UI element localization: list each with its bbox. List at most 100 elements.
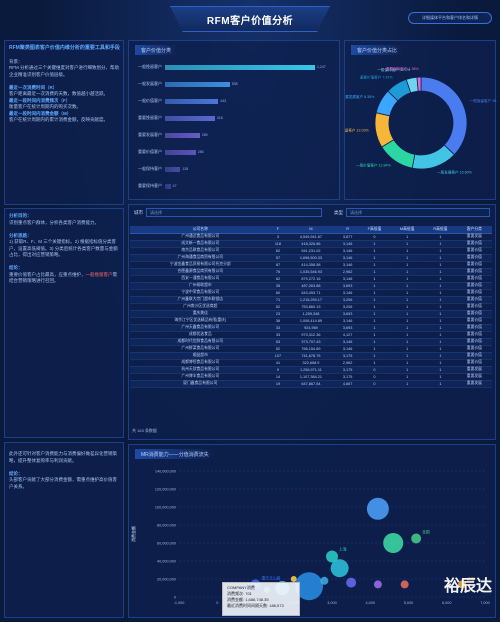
bar[interactable] [165, 98, 219, 104]
scatter-point[interactable] [411, 533, 422, 544]
scatter-point[interactable] [295, 572, 324, 601]
table-cell: 1 [424, 296, 457, 304]
table-cell: 118 [270, 240, 286, 248]
table-row[interactable]: 广州通达食品有限公司 3 4,549,941.67 3,877 0 1 1 重要发展 [130, 233, 492, 241]
donut-slice[interactable] [411, 144, 455, 170]
table-cell: 成文新一食品有限公司 [130, 240, 271, 248]
table-row[interactable]: 重庆美佳 23 1,259,348 3,693 1 1 1 重要价值 [130, 310, 492, 318]
table-row[interactable]: 广州海通食品商贸有限公司 57 1,696,500.33 3,146 1 1 1 重要价值 [130, 254, 492, 262]
donut-slice[interactable] [374, 112, 395, 148]
table-cell: 1 [424, 345, 457, 353]
table-header-cell[interactable]: 客户分类 [456, 226, 492, 234]
table-cell: 宁波中荣食品有限公司 [130, 289, 271, 297]
bar-row: 重要保持客户 47 [135, 182, 177, 190]
table-cell: 1 [358, 303, 391, 311]
bottom-left-body: 此外还可针对客户消费能力与消费偏好做差异化营销策略，提升整体复购率与利润贡献。 [9, 451, 117, 463]
scatter-point[interactable] [346, 577, 357, 588]
method-title: 分析思路： [9, 232, 32, 238]
bar-chart-panel: 客户价值分类 一般挽留客户 1,247 一般发展客户 538 一般价值客户 443 重要挽留… [128, 40, 340, 200]
scatter-point[interactable] [458, 580, 467, 589]
type-select[interactable]: 请选择 [346, 208, 490, 217]
scatter-point[interactable] [290, 576, 297, 582]
scatter-point[interactable] [320, 576, 329, 585]
scatter-point[interactable] [373, 580, 382, 589]
table-row[interactable]: 厦门鑫食品有限公司 19 647,867.54 4,667 0 1 1 重要发展 [130, 380, 492, 388]
table-cell: 成都优选食品 [130, 331, 271, 339]
bg-text: RFM 分析通过三个关键维度对客户进行细致划分，帮助企业精准识别客户价值层级。 [9, 65, 119, 77]
bar[interactable] [165, 64, 315, 70]
table-row[interactable]: 广州易联超市 35 487,263.88 3,693 1 1 1 重要价值 [130, 282, 492, 290]
bar[interactable] [165, 166, 181, 172]
table-row[interactable]: 西安一通食品有限公司 62 879,272.16 3,146 1 1 1 重要价值 [130, 275, 492, 283]
bar-row: 重要价值客户 256 [135, 148, 204, 156]
table-cell: 107 [270, 352, 286, 360]
table-cell: 1 [390, 317, 425, 325]
table-row[interactable]: 成都优选食品 33 973,312.36 4,127 1 1 1 重要价值 [130, 331, 492, 339]
table-cell: 3,175 [336, 373, 359, 381]
table-cell: 1 [358, 310, 391, 318]
table-row[interactable]: 宁波金鑫食品贸易有限公司托克分部 87 414,358.58 3,146 1 1 1 重要价值 [130, 261, 492, 269]
table-cell: 1 [424, 247, 457, 255]
table-row[interactable]: 广州鲜菜食品有限公司 52 766,154.89 3,146 1 1 1 重要价值 [130, 345, 492, 353]
detail-button[interactable]: 详细媒体平台和客户排名和详情 [408, 12, 492, 24]
bar[interactable] [165, 149, 196, 155]
table-cell: 海京江宁区优选精品有限(重庆) [130, 317, 271, 325]
table-cell: 3,146 [336, 289, 359, 297]
table-row[interactable]: 南京品联食品有限公司 62 941,231.02 3,146 1 1 1 重要价值 [130, 247, 492, 255]
table-cell: 19 [270, 380, 286, 388]
scatter-point[interactable] [366, 497, 389, 520]
x-tick-label: -1,000 [174, 601, 185, 605]
table-cell: 35 [270, 282, 286, 290]
table-cell: 1 [358, 352, 391, 360]
table-row[interactable]: 杭州天欣食品有限公司 9 1,256,971.11 3,175 0 1 1 重要发展 [130, 366, 492, 374]
table-row[interactable]: 合肥鑫源食品商贸有限公司 76 1,035,546.93 2,962 1 1 1 重要价值 [130, 268, 492, 276]
conclusion-text: 重要价值客户占比最高，应重点维护， [9, 271, 86, 277]
table-cell: 广州天鑫食品有限公司 [130, 324, 271, 332]
table-cell: 1 [390, 345, 425, 353]
city-select[interactable]: 请选择 [146, 208, 322, 217]
table-header-cell[interactable]: 公司名称 [130, 226, 271, 234]
table-header-cell[interactable]: R [336, 226, 359, 234]
table-row[interactable]: 宁波中荣食品有限公司 60 643,493.71 3,146 1 1 1 重要价值 [130, 289, 492, 297]
table-header-cell[interactable]: M [285, 226, 337, 234]
scatter-point[interactable] [326, 550, 338, 563]
table-header-cell[interactable]: F [270, 226, 286, 234]
table-row[interactable]: 成都博恒食品有限公司 41 322,658.9 2,962 1 1 1 重要价值 [130, 359, 492, 367]
r-title: 最近一次消费时间（R） [9, 84, 58, 90]
table-cell: 3,146 [336, 275, 359, 283]
table-row[interactable]: 广州博丰食品有限公司 14 1,107,384.21 3,175 0 1 1 重要发展 [130, 373, 492, 381]
table-header-cell[interactable]: R高低值 [424, 226, 457, 234]
table-row[interactable]: 成都时代优鲜食品有限公司 53 373,707.43 3,146 1 1 1 重要价值 [130, 338, 492, 346]
table-cell: 87 [270, 261, 286, 269]
table-row[interactable]: 广州鑫联大宗门超市联锁店 71 1,215,259.17 3,206 1 1 1 重要价值 [130, 296, 492, 304]
bar-label: 重要挽留客户 [138, 115, 162, 120]
donut-slice[interactable] [420, 76, 468, 156]
table-row[interactable]: 顺益超市 107 741,678.75 3,175 1 1 1 重要价值 [130, 352, 492, 360]
table-cell: 宁波金鑫食品贸易有限公司托克分部 [130, 261, 271, 269]
scatter-point[interactable] [383, 533, 404, 553]
table-cell: 741,678.75 [285, 352, 337, 360]
table-header-cell[interactable]: F高低值 [358, 226, 391, 234]
scatter-point[interactable] [330, 559, 349, 578]
bar[interactable] [165, 115, 215, 121]
bar-label: 一般价值客户 [138, 98, 162, 103]
y-tick-label: 80,000,000 [157, 524, 176, 528]
table-header-cell[interactable]: M高低值 [390, 226, 425, 234]
table-row[interactable]: 广州南沙区优选商超 52 753,860.13 3,206 1 1 1 重要价值 [130, 303, 492, 311]
scatter-point[interactable] [400, 580, 409, 589]
pager-count: 163 [137, 428, 144, 433]
table-cell: 1 [358, 254, 391, 262]
table-cell: 重要价值 [456, 345, 492, 353]
table-row[interactable]: 海京江宁区优选精品有限(重庆) 36 1,006,414.89 3,146 1 1 1 重要价… [130, 317, 492, 325]
bar[interactable] [165, 132, 200, 138]
donut-slice[interactable] [416, 76, 422, 92]
table-row[interactable]: 成文新一食品有限公司 118 418,326.86 3,146 1 1 1 重要价值 [130, 240, 492, 248]
bar-label: 一般发展客户 [138, 81, 162, 86]
table-cell: 0 [358, 233, 391, 241]
table-row[interactable]: 广州天鑫食品有限公司 33 924,969 3,693 1 1 1 重要价值 [130, 324, 492, 332]
donut-label: 一般挽留客户 36.16% [470, 98, 497, 103]
table-cell: 1 [390, 240, 425, 248]
y-tick-label: 0 [174, 596, 176, 600]
bar[interactable] [165, 183, 171, 189]
bar[interactable] [165, 81, 230, 87]
